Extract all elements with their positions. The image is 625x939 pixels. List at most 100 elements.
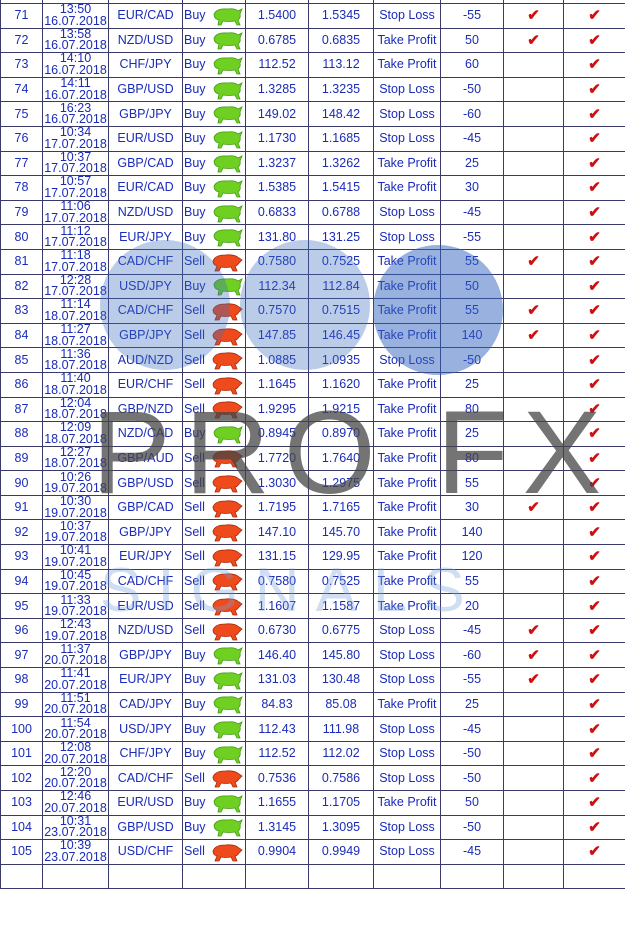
open-price: 1.1655 (245, 790, 309, 816)
table-row[interactable]: 103 12:46 20.07.2018 EUR/USD Buy 1.1655 1.1705… (0, 790, 625, 816)
pips: 25 (440, 371, 504, 398)
table-row[interactable]: 71 13:50 16.07.2018 EUR/CAD Buy 1.5400 1.5345 S… (0, 3, 625, 29)
result: Take Profit (373, 27, 441, 54)
empty-cell (503, 716, 564, 742)
checkmark-icon: ✔ (563, 150, 625, 177)
empty-cell (503, 199, 564, 226)
signal-datetime: 13:50 16.07.2018 (42, 3, 109, 29)
table-row[interactable]: 83 11:14 18.07.2018 CAD/CHF Sell 0.7570 0.7515… (0, 298, 625, 324)
table-row[interactable]: 102 12:20 20.07.2018 CAD/CHF Sell 0.7536 0.758… (0, 765, 625, 791)
pips: 140 (440, 322, 504, 349)
checkmark-icon: ✔ (503, 642, 564, 669)
signal-datetime: 11:12 17.07.2018 (42, 224, 109, 250)
currency-pair: GBP/USD (108, 814, 183, 841)
table-row[interactable]: 78 10:57 17.07.2018 EUR/CAD Buy 1.5385 1.5415 T… (0, 175, 625, 201)
table-row[interactable]: 86 11:40 18.07.2018 EUR/CHF Sell 1.1645 1.1620… (0, 371, 625, 398)
pips: -45 (440, 617, 504, 644)
close-price: 129.95 (308, 544, 374, 570)
result: Stop Loss (373, 101, 441, 127)
table-row[interactable]: 96 12:43 19.07.2018 NZD/USD Sell 0.6730 0.6775… (0, 617, 625, 644)
signal-time: 11:40 (60, 372, 91, 386)
pips: 80 (440, 396, 504, 423)
signal-datetime: 16:23 16.07.2018 (42, 101, 109, 127)
signal-date: 17.07.2018 (44, 136, 107, 151)
signal-time: 11:27 (60, 323, 91, 337)
open-price: 1.3145 (245, 814, 309, 841)
table-row[interactable]: 85 11:36 18.07.2018 AUD/NZD Sell 1.0885 1.0935… (0, 347, 625, 373)
table-row[interactable]: 94 10:45 19.07.2018 CAD/CHF Sell 0.7580 0.7525… (0, 568, 625, 595)
signal-datetime: 11:51 20.07.2018 (42, 691, 109, 718)
bull-icon (213, 57, 243, 75)
table-row[interactable]: 99 11:51 20.07.2018 CAD/JPY Buy 84.83 85.08 Tak… (0, 691, 625, 718)
checkmark-icon: ✔ (563, 101, 625, 127)
table-row[interactable]: 104 10:31 23.07.2018 GBP/USD Buy 1.3145 1.3095… (0, 814, 625, 841)
signal-time: 13:50 (59, 3, 92, 17)
signal-time: 10:34 (59, 126, 92, 140)
close-price: 1.5415 (308, 175, 374, 201)
result: Take Profit (373, 691, 441, 718)
table-row[interactable]: 100 11:54 20.07.2018 USD/JPY Buy 112.43 111.98… (0, 716, 625, 742)
result: Stop Loss (373, 617, 441, 644)
signal-type-label: Sell (184, 401, 205, 416)
pips: 50 (440, 273, 504, 300)
open-price: 0.6730 (245, 617, 309, 644)
signal-date: 19.07.2018 (44, 628, 107, 643)
signal-time: 12:20 (59, 765, 92, 779)
pips: 50 (440, 790, 504, 816)
signal-number: 92 (0, 519, 43, 546)
pips: 25 (440, 421, 504, 447)
result: Take Profit (373, 52, 441, 78)
table-row[interactable]: 84 11:27 18.07.2018 GBP/JPY Sell 147.85 146.45… (0, 322, 625, 349)
table-row[interactable]: 91 10:30 19.07.2018 GBP/CAD Sell 1.7195 1.7165… (0, 494, 625, 521)
table-row[interactable]: 88 12:09 18.07.2018 NZD/CAD Buy 0.8945 0.8970 T… (0, 421, 625, 447)
result: Take Profit (373, 421, 441, 447)
table-row[interactable]: 76 10:34 17.07.2018 EUR/USD Buy 1.1730 1.1685 S… (0, 125, 625, 152)
table-row[interactable]: 92 10:37 19.07.2018 GBP/JPY Sell 147.10 145.70… (0, 519, 625, 546)
empty-cell (503, 371, 564, 398)
result: Take Profit (373, 322, 441, 349)
signal-time: 10:30 (59, 495, 92, 509)
table-row[interactable]: 81 11:18 17.07.2018 CAD/CHF Sell 0.7580 0.7525… (0, 248, 625, 275)
table-row[interactable]: 74 14:11 16.07.2018 GBP/USD Buy 1.3285 1.3235 S… (0, 76, 625, 103)
table-row[interactable]: 105 10:39 23.07.2018 USD/CHF Sell 0.9904 0.994… (0, 839, 625, 865)
table-row[interactable]: 87 12:04 18.07.2018 GBP/NZD Sell 1.9295 1.9215… (0, 396, 625, 423)
pips: 30 (440, 175, 504, 201)
table-row[interactable]: 95 11:33 19.07.2018 EUR/USD Sell 1.1607 1.1587… (0, 593, 625, 619)
table-row[interactable]: 89 12:27 18.07.2018 GBP/AUD Sell 1.7720 1.7640… (0, 445, 625, 472)
table-row[interactable]: 90 10:26 19.07.2018 GBP/USD Sell 1.3030 1.2975… (0, 470, 625, 496)
close-price: 130.48 (308, 667, 374, 693)
signal-type: Buy (182, 101, 246, 127)
signal-date: 20.07.2018 (44, 800, 107, 815)
table-row[interactable]: 77 10:37 17.07.2018 GBP/CAD Buy 1.3237 1.3262 T… (0, 150, 625, 177)
signal-date: 16.07.2018 (44, 112, 107, 127)
table-row[interactable]: 93 10:41 19.07.2018 EUR/JPY Sell 131.15 129.95… (0, 544, 625, 570)
signal-time: 11:12 (60, 224, 91, 238)
signal-datetime: 11:36 18.07.2018 (42, 347, 109, 373)
result: Stop Loss (373, 814, 441, 841)
open-price: 0.9904 (245, 839, 309, 865)
signal-date: 23.07.2018 (44, 825, 107, 840)
table-row[interactable]: 82 12:28 17.07.2018 USD/JPY Buy 112.34 112.84 T… (0, 273, 625, 300)
checkmark-icon: ✔ (563, 593, 625, 619)
currency-pair: GBP/JPY (108, 519, 183, 546)
signal-number: 86 (0, 371, 43, 398)
bull-icon (213, 671, 243, 690)
bull-icon (213, 32, 243, 50)
table-row[interactable]: 101 12:08 20.07.2018 CHF/JPY Buy 112.52 112.02… (0, 740, 625, 767)
checkmark-icon: ✔ (563, 790, 625, 816)
table-row[interactable]: 73 14:10 16.07.2018 CHF/JPY Buy 112.52 113.12 T… (0, 52, 625, 78)
signal-date: 19.07.2018 (44, 505, 107, 520)
signal-type: Sell (182, 322, 246, 349)
pips: 30 (440, 494, 504, 521)
close-price: 112.84 (308, 273, 374, 300)
table-row[interactable]: 80 11:12 17.07.2018 EUR/JPY Buy 131.80 131.25 S… (0, 224, 625, 250)
currency-pair: EUR/USD (108, 125, 183, 152)
table-row[interactable]: 98 11:41 20.07.2018 EUR/JPY Buy 131.03 130.48 S… (0, 667, 625, 693)
result: Take Profit (373, 470, 441, 496)
table-row[interactable]: 72 13:58 16.07.2018 NZD/USD Buy 0.6785 0.6835 T… (0, 27, 625, 54)
signal-datetime: 11:33 19.07.2018 (42, 593, 109, 619)
table-row[interactable]: 79 11:06 17.07.2018 NZD/USD Buy 0.6833 0.6788 S… (0, 199, 625, 226)
table-row[interactable]: 75 16:23 16.07.2018 GBP/JPY Buy 149.02 148.42 S… (0, 101, 625, 127)
close-price: 0.6835 (308, 27, 374, 54)
table-row[interactable]: 97 11:37 20.07.2018 GBP/JPY Buy 146.40 145.80 S… (0, 642, 625, 669)
